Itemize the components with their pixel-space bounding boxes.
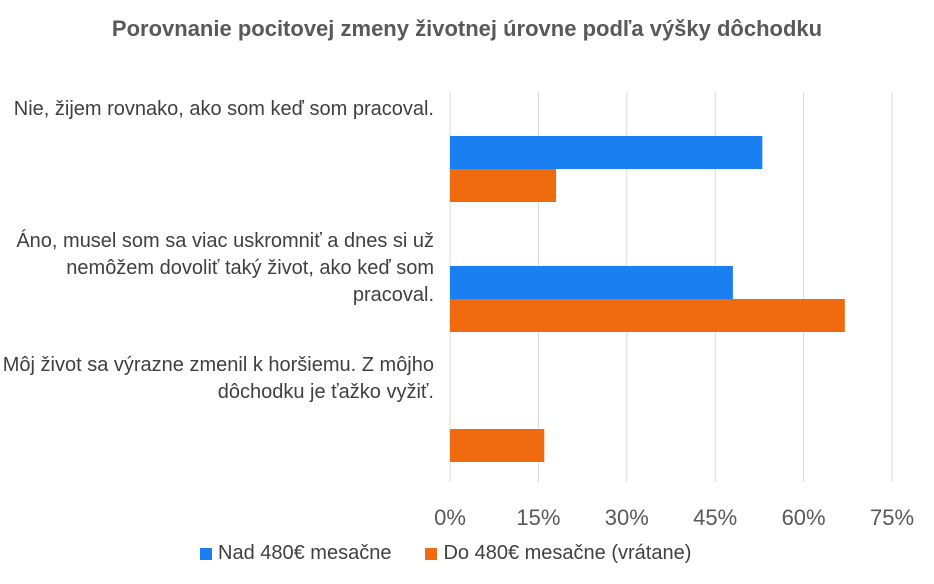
- bar-series1-cat1: [450, 299, 845, 332]
- bar-series1-cat2: [450, 429, 545, 462]
- legend-label-do-480: Do 480€ mesačne (vrátane): [443, 542, 692, 564]
- legend-item-nad-480: Nad 480€ mesačne: [200, 542, 391, 565]
- x-tick-label-5: 75%: [870, 505, 914, 530]
- category-label-1: Nie, žijem rovnako, ako som keď som prac…: [13, 98, 434, 120]
- legend-label-nad-480: Nad 480€ mesačne: [218, 542, 392, 564]
- legend-swatch-do-480: [425, 547, 438, 560]
- legend-swatch-nad-480: [200, 547, 212, 560]
- bar-series0-cat0: [450, 136, 763, 169]
- bar-series1-cat0: [450, 169, 557, 202]
- x-tick-label-2: 30%: [605, 505, 649, 530]
- x-tick-label-4: 60%: [782, 505, 826, 530]
- bar-series0-cat1: [450, 266, 733, 299]
- legend-item-do-480: Do 480€ mesačne (vrátane): [425, 542, 691, 565]
- chart-title: Porovnanie pocitovej zmeny životnej úrov…: [111, 16, 823, 41]
- category-label-3: Môj život sa výrazne zmenil k horšiemu. …: [2, 354, 434, 403]
- x-tick-label-1: 15%: [516, 505, 560, 530]
- legend: Nad 480€ mesačne Do 480€ mesačne (vrátan…: [200, 542, 725, 565]
- category-label-2: Áno, musel som sa viac uskromniť a dnes …: [16, 230, 434, 306]
- x-tick-label-3: 45%: [693, 505, 737, 530]
- x-tick-label-0: 0%: [434, 505, 466, 530]
